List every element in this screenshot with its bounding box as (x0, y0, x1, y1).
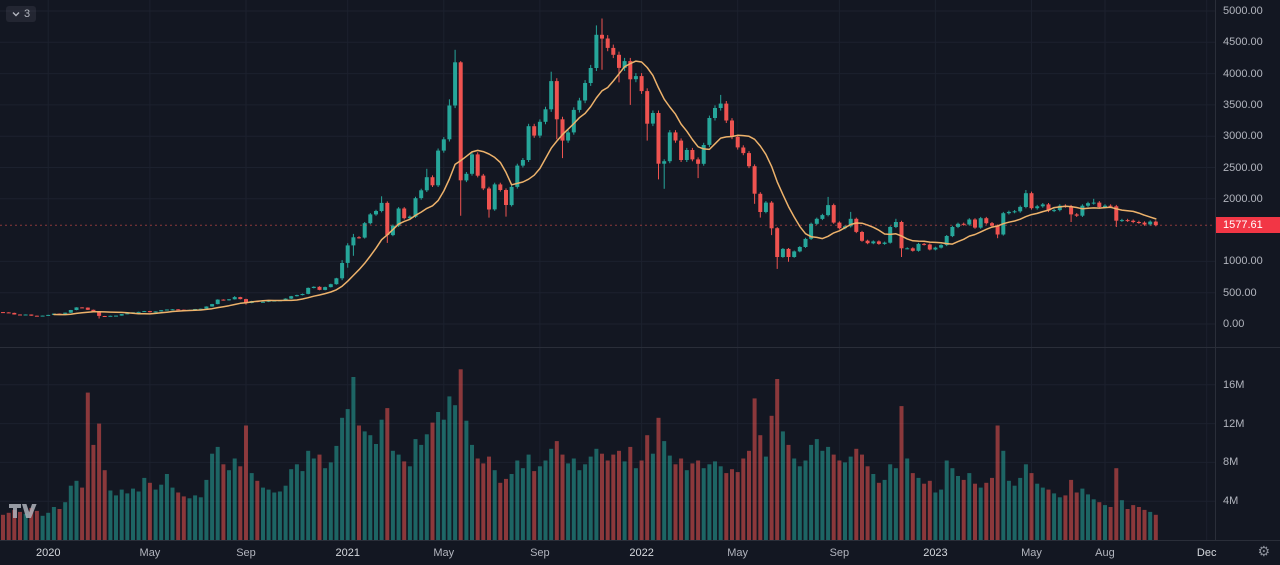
volume-axis-label: 8M (1223, 456, 1239, 469)
time-axis-label: Aug (1095, 547, 1115, 559)
last-price-label: 1577.61 (1216, 217, 1280, 234)
price-axis-label: 0.00 (1223, 318, 1245, 330)
time-axis-label: 2020 (35, 547, 61, 559)
legend-object-count: 3 (24, 8, 31, 20)
time-axis-label: May (139, 547, 161, 559)
chart-canvas[interactable] (0, 0, 1215, 540)
price-axis-label: 3500.00 (1223, 98, 1263, 111)
volume-axis-label: 16M (1223, 378, 1245, 391)
settings-gear-icon[interactable]: ⚙ (1257, 544, 1270, 560)
time-axis-label: May (1021, 547, 1042, 559)
time-axis-label: May (727, 547, 749, 559)
price-axis-label: 500.00 (1223, 286, 1257, 299)
time-axis-label: Dec (1196, 547, 1217, 559)
time-axis-label: Sep (530, 547, 550, 559)
price-axis-label: 2500.00 (1223, 161, 1263, 174)
price-axis-label: 2000.00 (1223, 192, 1263, 205)
price-axis-label: 4500.00 (1223, 36, 1263, 49)
time-axis-label: Sep (829, 547, 850, 559)
price-axis-label: 1000.00 (1223, 255, 1263, 268)
pane-divider[interactable] (0, 347, 1280, 348)
price-axis-label: 3000.00 (1223, 130, 1263, 143)
legend-toggle[interactable]: 3 (6, 6, 37, 22)
time-axis[interactable]: 2020 May Sep 2021 May Sep 2022 May Sep 2023 May Aug… (0, 540, 1280, 565)
volume-axis-label: 4M (1223, 495, 1239, 508)
time-axis-label: 2021 (335, 547, 360, 559)
time-axis-label: May (433, 547, 455, 559)
time-axis-label: Sep (236, 547, 256, 559)
price-axis-label: 5000.00 (1223, 5, 1263, 17)
price-axis-label: 4000.00 (1223, 67, 1263, 80)
price-axis[interactable]: 5000.00 4500.00 4000.00 3500.00 3000.00 2500.… (1215, 0, 1280, 540)
volume-axis-label: 12M (1223, 417, 1245, 430)
time-axis-label: 2023 (923, 547, 948, 559)
tradingview-logo-icon (8, 504, 38, 524)
time-axis-label: 2022 (629, 547, 654, 559)
chevron-down-icon (12, 11, 20, 17)
tradingview-logo[interactable] (8, 502, 38, 525)
